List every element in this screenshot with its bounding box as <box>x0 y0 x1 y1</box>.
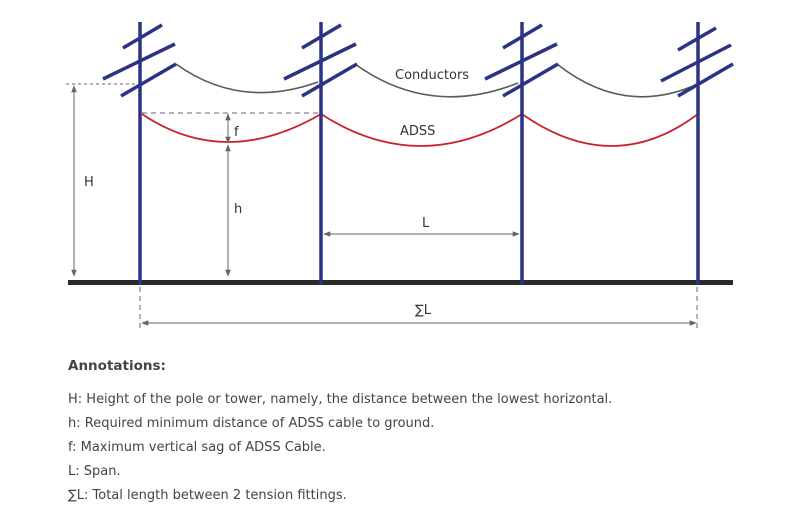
annotations-section: Annotations: H: Height of the pole or to… <box>68 358 612 508</box>
conductor-span-3 <box>556 63 701 98</box>
adss-label: ADSS <box>400 124 435 139</box>
ground-line <box>68 280 733 285</box>
L-label: L <box>422 216 430 231</box>
annotation-h: h: Required minimum distance of ADSS cab… <box>68 416 435 431</box>
conductor-span-1 <box>175 63 319 94</box>
annotation-H: H: Height of the pole or tower, namely, … <box>68 392 613 407</box>
adss-span-diagram: Conductors ADSS H f h L ∑L <box>66 22 734 330</box>
adss-span-3 <box>521 113 699 147</box>
annotation-sum-L: ∑L: Total length between 2 tension fitti… <box>68 488 347 503</box>
adss-span-2 <box>320 113 523 147</box>
annotations-title: Annotations: <box>68 358 166 374</box>
sum-L-label: ∑L <box>415 303 432 318</box>
pole-1 <box>102 22 177 285</box>
H-label: H <box>84 175 94 190</box>
conductors-label: Conductors <box>395 68 469 83</box>
f-label: f <box>234 125 239 140</box>
conductor-span-2 <box>354 63 519 98</box>
conductor-lines <box>175 63 701 98</box>
adss-span-1 <box>141 113 322 143</box>
pole-2 <box>283 22 358 285</box>
h-label: h <box>234 202 242 217</box>
annotation-L: L: Span. <box>68 464 121 479</box>
pole-4 <box>660 22 734 285</box>
annotation-f: f: Maximum vertical sag of ADSS Cable. <box>68 440 326 455</box>
pole-3 <box>484 22 559 285</box>
